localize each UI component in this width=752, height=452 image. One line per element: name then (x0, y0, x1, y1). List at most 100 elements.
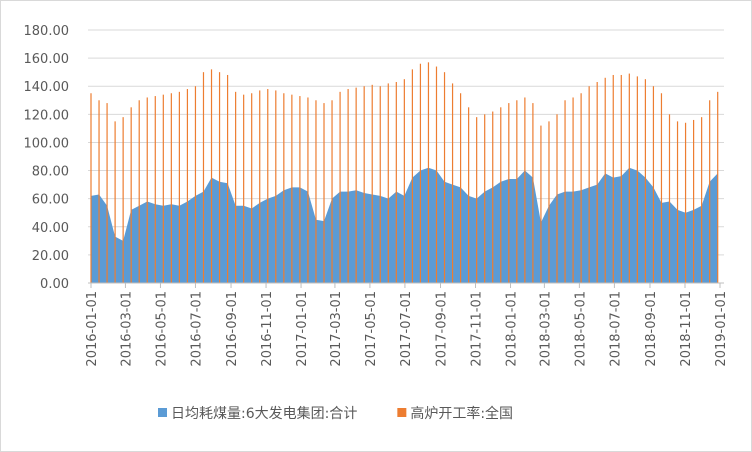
bar (130, 107, 132, 283)
bar (508, 103, 510, 283)
bar (612, 74, 614, 283)
x-tick-label: 2018-03-01 (538, 291, 553, 367)
x-tick-label: 2016-09-01 (225, 291, 240, 367)
x-tick-label: 2016-07-01 (189, 291, 204, 367)
bar (251, 93, 253, 283)
bar (548, 121, 550, 283)
bar (427, 62, 430, 284)
bar (516, 100, 518, 284)
bar (459, 93, 462, 283)
bar (500, 107, 502, 283)
bar (226, 74, 229, 283)
bar (443, 72, 446, 284)
bar (484, 114, 486, 283)
bar (709, 100, 711, 284)
x-tick-label: 2018-07-01 (608, 291, 623, 367)
x-tick-label: 2016-03-01 (119, 291, 134, 367)
bar (676, 121, 679, 283)
bar (564, 100, 566, 284)
x-tick-label: 2017-09-01 (435, 291, 450, 367)
bar (717, 91, 719, 283)
bar (114, 121, 116, 283)
bar (572, 97, 574, 283)
legend-swatch (158, 408, 167, 417)
bar (267, 89, 269, 284)
legend-swatch (397, 408, 407, 417)
bar (693, 119, 695, 283)
bar (307, 97, 309, 283)
bar (202, 72, 205, 284)
bar (218, 72, 221, 284)
bar (259, 90, 261, 283)
bar (106, 103, 108, 283)
bar (668, 114, 671, 283)
bar (476, 117, 478, 284)
bar (387, 83, 389, 284)
x-tick-label: 2017-03-01 (329, 291, 344, 367)
bar (379, 86, 381, 283)
x-tick-label: 2018-05-01 (573, 291, 588, 367)
bar (628, 73, 630, 283)
bar (299, 96, 301, 283)
bar (291, 94, 293, 284)
bar (146, 97, 148, 283)
bar (363, 86, 365, 283)
bar (701, 117, 703, 284)
bar (468, 107, 470, 283)
x-tick-label: 2016-05-01 (154, 291, 169, 367)
bar (355, 87, 357, 283)
x-tick-label: 2018-11-01 (679, 291, 694, 367)
bar (347, 89, 349, 284)
bar (403, 79, 405, 283)
bar (395, 82, 397, 283)
bar (580, 93, 582, 283)
legend-label: 日均耗煤量:6大发电集团:合计 (171, 405, 357, 422)
y-tick-label: 0.00 (40, 277, 69, 292)
bar (492, 111, 494, 284)
x-tick-label: 2017-11-01 (470, 291, 485, 367)
x-tick-label: 2019-01-01 (714, 291, 729, 367)
bar (556, 114, 558, 283)
y-tick-label: 20.00 (32, 249, 69, 264)
bar (210, 69, 213, 283)
bar (652, 86, 655, 283)
y-tick-label: 120.00 (24, 108, 70, 123)
y-tick-label: 160.00 (24, 52, 70, 67)
bar (644, 79, 646, 283)
bar (604, 77, 606, 284)
bar (186, 89, 189, 284)
bar (411, 69, 413, 283)
bar (419, 63, 422, 283)
bar (154, 96, 156, 283)
bar (588, 86, 590, 283)
bar (636, 76, 638, 283)
bar (138, 100, 140, 284)
bar (540, 125, 542, 283)
x-tick-label: 2018-09-01 (644, 291, 659, 367)
y-tick-label: 100.00 (24, 136, 70, 151)
bar (620, 74, 622, 283)
bar (98, 100, 100, 284)
bar (122, 117, 124, 284)
bar (435, 66, 438, 284)
bar (331, 100, 333, 284)
bar (596, 82, 598, 283)
x-tick-label: 2018-01-01 (505, 291, 520, 367)
bar (243, 94, 245, 284)
bar (660, 93, 663, 283)
bar (371, 84, 373, 283)
legend-label: 高炉开工率:全国 (410, 405, 513, 422)
bar (315, 100, 317, 284)
bar (684, 122, 687, 284)
y-tick-label: 180.00 (24, 24, 70, 39)
x-tick-label: 2017-01-01 (295, 291, 310, 367)
bar (339, 91, 341, 283)
bar (283, 93, 285, 283)
bar (162, 94, 164, 284)
bar (524, 97, 526, 283)
y-tick-label: 60.00 (32, 193, 69, 208)
x-tick-label: 2017-07-01 (399, 291, 414, 367)
bar (532, 103, 534, 283)
bar (170, 93, 172, 283)
